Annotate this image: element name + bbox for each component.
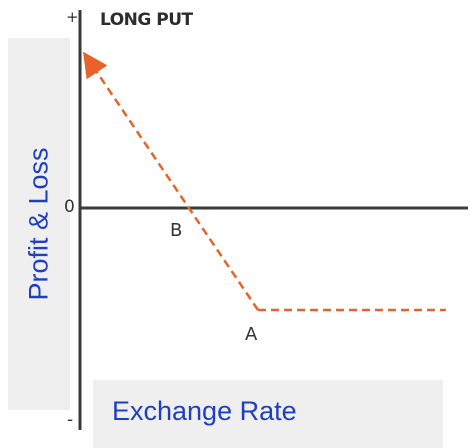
y-tick-zero: 0 xyxy=(64,197,75,217)
payoff-diagonal xyxy=(82,51,260,311)
diagram-title: LONG PUT xyxy=(100,10,193,30)
y-tick-minus: - xyxy=(67,410,74,430)
x-axis-label: Exchange Rate xyxy=(112,396,297,426)
y-axis-label: Profit & Loss xyxy=(23,147,54,301)
x-axis-label-box xyxy=(93,380,443,448)
y-tick-plus: + xyxy=(66,8,79,26)
strike-point-label: A xyxy=(245,324,258,345)
break-even-point-label: B xyxy=(170,220,183,241)
y-axis-label-box xyxy=(8,38,70,410)
